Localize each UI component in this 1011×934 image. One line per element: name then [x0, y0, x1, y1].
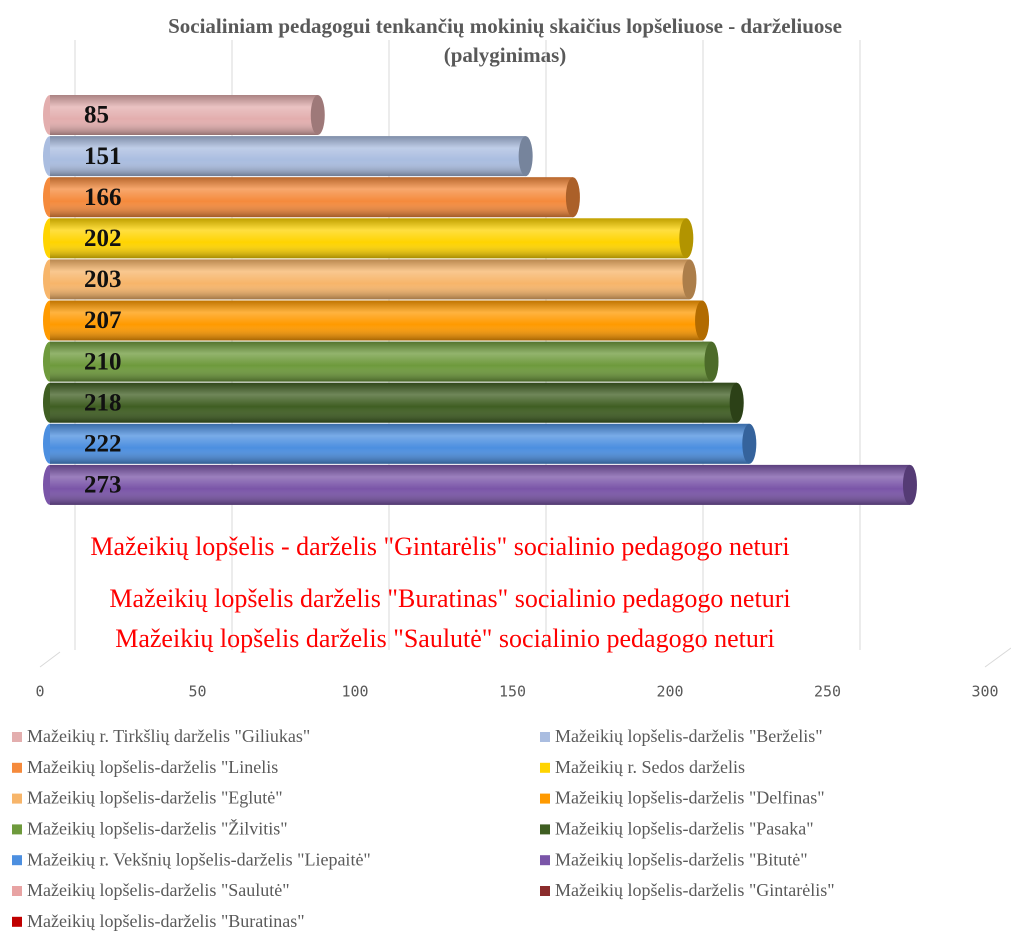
- bar-cap-shade: [704, 341, 719, 382]
- bar-cap-shade: [729, 382, 744, 423]
- legend-swatch: [540, 855, 550, 866]
- legend-label: Mažeikių r. Sedos darželis: [555, 757, 745, 777]
- x-tick-label: 200: [656, 683, 683, 701]
- bar-cap-shade: [310, 95, 325, 135]
- bar-shade: [50, 300, 703, 341]
- bar-shade: [50, 341, 712, 382]
- floor-edge: [984, 647, 1011, 668]
- legend-label: Mažeikių lopšelis-darželis "Berželis": [555, 726, 823, 746]
- bar-cap: [704, 341, 719, 382]
- bar-cap: [729, 382, 744, 423]
- data-label: 218: [84, 389, 122, 416]
- legend-swatch: [12, 855, 22, 866]
- legend-swatch: [540, 762, 550, 773]
- bar-shade: [50, 382, 737, 423]
- legend-label: Mažeikių lopšelis-darželis "Eglutė": [27, 788, 283, 808]
- bar-cap: [902, 464, 917, 505]
- bar-cap-shade: [742, 423, 757, 464]
- legend-label: Mažeikių r. Vekšnių lopšelis-darželis "L…: [27, 849, 371, 869]
- legend-label: Mažeikių lopšelis-darželis "Bitutė": [555, 849, 808, 869]
- data-label: 207: [84, 307, 122, 334]
- legend-label: Mažeikių lopšelis-darželis "Buratinas": [27, 911, 305, 931]
- bar-cap-shade: [518, 136, 533, 177]
- bar-cap-shade: [679, 218, 694, 259]
- x-tick-label: 50: [188, 683, 206, 701]
- x-tick-label: 150: [499, 683, 526, 701]
- legend-swatch: [540, 793, 550, 804]
- data-label: 203: [84, 266, 122, 293]
- data-label: 273: [84, 472, 122, 499]
- bar-shade: [50, 259, 690, 300]
- bar-cap: [679, 218, 694, 259]
- bar-shade: [50, 95, 318, 135]
- bar-cap: [565, 177, 580, 218]
- data-label: 210: [84, 348, 122, 375]
- legend-label: Mažeikių r. Tirkšlių darželis "Giliukas": [27, 726, 310, 746]
- bar-shade: [50, 464, 910, 505]
- data-label: 202: [84, 225, 122, 252]
- chart-subtitle: (palyginimas): [444, 43, 567, 67]
- bar-cap-shade: [682, 259, 697, 300]
- annotation: Mažeikių lopšelis darželis "Saulutė" soc…: [115, 624, 775, 653]
- annotation: Mažeikių lopšelis darželis "Buratinas" s…: [109, 584, 790, 613]
- x-tick-label: 300: [971, 683, 998, 701]
- bar-shade: [50, 218, 687, 259]
- bar-cap-shade: [695, 300, 710, 341]
- data-label: 222: [84, 431, 122, 458]
- legend-swatch: [12, 916, 22, 927]
- legend-swatch: [12, 762, 22, 773]
- legend-swatch: [540, 886, 550, 896]
- legend-label: Mažeikių lopšelis-darželis "Pasaka": [555, 819, 814, 839]
- legend-label: Mažeikių lopšelis-darželis "Gintarėlis": [555, 880, 835, 900]
- legend-swatch: [540, 732, 550, 742]
- legend-label: Mažeikių lopšelis-darželis "Delfinas": [555, 788, 825, 808]
- legend-label: Mažeikių lopšelis-darželis "Žilvitis": [27, 818, 288, 839]
- x-tick-label: 100: [341, 683, 368, 701]
- bar-shade: [50, 177, 573, 218]
- bar-cap-shade: [902, 464, 917, 505]
- data-label: 166: [84, 184, 122, 211]
- bar-cap: [695, 300, 710, 341]
- legend-swatch: [12, 793, 22, 804]
- annotation: Mažeikių lopšelis - darželis "Gintarėlis…: [90, 532, 789, 561]
- floor-edge: [39, 651, 61, 668]
- x-tick-label: 250: [814, 683, 841, 701]
- x-tick-label: 0: [35, 683, 44, 701]
- legend-swatch: [540, 824, 550, 835]
- bar-cap: [742, 423, 757, 464]
- bar-shade: [50, 423, 750, 464]
- bar-cap-shade: [565, 177, 580, 218]
- data-label: 85: [84, 102, 109, 129]
- bar-cap: [310, 95, 325, 135]
- legend-label: Mažeikių lopšelis-darželis "Linelis: [27, 757, 278, 777]
- legend-swatch: [12, 824, 22, 835]
- chart-title: Socialiniam pedagogui tenkančių mokinių …: [168, 14, 842, 38]
- data-label: 151: [84, 143, 122, 170]
- bar-cap: [518, 136, 533, 177]
- bar-shade: [50, 136, 526, 177]
- legend-label: Mažeikių lopšelis-darželis "Saulutė": [27, 880, 290, 900]
- legend-swatch: [12, 732, 22, 742]
- legend-swatch: [12, 886, 22, 896]
- bar-cap: [682, 259, 697, 300]
